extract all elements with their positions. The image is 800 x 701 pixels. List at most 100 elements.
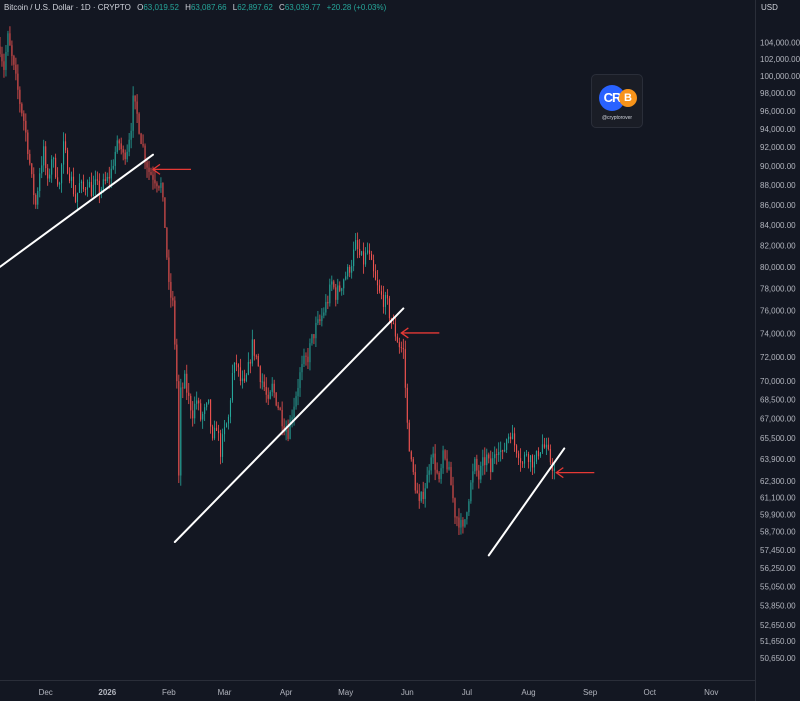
candle-body [166,227,168,258]
candle-body [257,356,259,367]
candle [376,270,379,295]
candle-body [142,144,144,146]
candle-body [476,458,478,471]
candle-body [402,348,404,350]
candle-body [331,281,333,285]
candle [281,401,283,436]
candle-body [418,493,420,501]
candle-body [440,468,442,479]
y-tick-label: 100,000.00 [760,72,800,81]
candle [523,451,526,469]
candle-body [281,410,283,427]
candle-body [488,454,490,459]
candle-body [168,257,170,282]
candle-body [251,339,253,364]
candle [257,353,259,367]
candle [472,463,474,490]
candle [164,197,166,228]
candle [454,497,456,524]
candle [148,160,150,180]
candle [323,307,325,319]
candle-body [510,436,512,439]
candle-body [317,319,319,323]
candle-body [269,391,271,399]
candle-body [247,362,249,375]
candle [357,232,359,259]
candle-body [80,181,83,184]
candle [57,167,59,187]
y-tick-label: 61,100.00 [760,493,796,502]
x-tick-label: Feb [162,688,176,697]
candle-body [132,95,134,131]
candle-body [180,387,182,476]
candle [545,437,547,456]
candles-layer [0,26,555,535]
y-tick-label: 63,900.00 [760,455,796,464]
candle [502,449,504,460]
candle [158,185,160,191]
candle [7,30,9,56]
candle-body [176,344,178,382]
candle [162,182,164,202]
candle [452,476,454,503]
candle-body [514,433,516,446]
candle [70,171,73,188]
candle [380,285,383,300]
candle [434,444,436,481]
candle-body [90,181,92,197]
candle-body [164,197,166,228]
candle [432,446,434,464]
candle-body [33,174,35,195]
candle [551,458,553,480]
candle [265,377,267,403]
candle [49,168,51,183]
candle-body [70,176,73,181]
candle-body [458,517,460,528]
candle-body [549,449,551,463]
candle [369,243,371,261]
arrow-head [400,327,409,339]
candle [184,370,186,389]
candle-body [474,458,476,472]
candle-body [263,381,265,388]
candle [198,397,200,411]
x-tick-label: Jun [401,688,414,697]
candle-body [162,182,164,198]
x-tick-label: Oct [643,688,656,697]
candle [440,463,442,484]
candle-body [496,454,498,456]
candle-body [7,33,9,52]
candle [15,57,17,81]
candle-body [124,152,126,160]
candle [219,429,222,465]
candle [460,513,462,535]
candle [438,471,440,483]
candle-body [11,45,13,57]
candle [386,289,388,305]
candle [482,449,484,476]
candle [51,155,53,183]
candle [480,461,482,484]
candle-body [273,383,275,393]
candle-body [116,140,118,152]
candle-body [150,171,152,175]
candle-body [104,179,106,181]
candle-body [152,174,154,180]
candle-body [416,490,418,494]
candle-body [78,183,81,193]
candle [5,44,7,77]
candle [33,167,35,205]
candle-body [41,165,43,174]
candle-body [315,322,317,339]
candle [118,138,120,151]
candle [200,399,202,422]
y-tick-label: 92,000.00 [760,143,796,152]
candle-body [478,470,480,480]
x-tick-label: 2026 [98,688,116,697]
candle [37,187,39,210]
candle-body [184,373,186,389]
currency-label[interactable]: USD [761,3,778,12]
candle [82,174,84,192]
low-value: 62,897.62 [237,3,273,12]
